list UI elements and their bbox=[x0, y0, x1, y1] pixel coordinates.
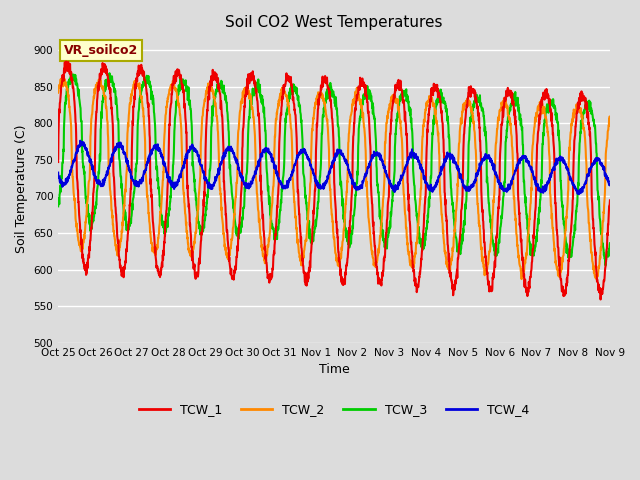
Title: Soil CO2 West Temperatures: Soil CO2 West Temperatures bbox=[225, 15, 443, 30]
TCW_3 bbox=[489, 238, 497, 243]
X-axis label: Time: Time bbox=[319, 363, 349, 376]
Text: VR_soilco2: VR_soilco2 bbox=[64, 44, 138, 57]
TCW_2 bbox=[323, 116, 331, 122]
TCW_4 bbox=[591, 161, 598, 167]
TCW_3 bbox=[602, 263, 609, 268]
Y-axis label: Soil Temperature (C): Soil Temperature (C) bbox=[15, 125, 28, 253]
TCW_2 bbox=[489, 212, 497, 217]
TCW_2 bbox=[83, 212, 90, 218]
TCW_1 bbox=[596, 297, 604, 302]
Line: TCW_4: TCW_4 bbox=[58, 141, 610, 194]
TCW_3 bbox=[54, 204, 62, 209]
TCW_2 bbox=[518, 276, 525, 282]
TCW_1 bbox=[489, 276, 497, 282]
TCW_1 bbox=[590, 228, 598, 234]
TCW_3 bbox=[83, 200, 90, 206]
TCW_2 bbox=[59, 75, 67, 81]
TCW_4 bbox=[606, 182, 614, 188]
TCW_4 bbox=[575, 191, 583, 197]
TCW_2 bbox=[308, 126, 316, 132]
TCW_3 bbox=[106, 71, 113, 76]
TCW_2 bbox=[606, 118, 614, 123]
TCW_2 bbox=[591, 271, 598, 276]
Legend: TCW_1, TCW_2, TCW_3, TCW_4: TCW_1, TCW_2, TCW_3, TCW_4 bbox=[134, 398, 534, 421]
TCW_1 bbox=[590, 235, 598, 240]
TCW_3 bbox=[606, 240, 614, 246]
TCW_4 bbox=[54, 170, 62, 176]
TCW_4 bbox=[83, 146, 90, 152]
TCW_1 bbox=[606, 197, 614, 203]
TCW_3 bbox=[323, 88, 331, 94]
TCW_4 bbox=[489, 161, 497, 167]
Line: TCW_2: TCW_2 bbox=[58, 78, 610, 279]
TCW_4 bbox=[308, 166, 316, 172]
TCW_3 bbox=[590, 119, 598, 125]
TCW_3 bbox=[308, 234, 316, 240]
TCW_1 bbox=[83, 264, 90, 270]
TCW_1 bbox=[54, 159, 62, 165]
TCW_1 bbox=[62, 59, 70, 64]
TCW_1 bbox=[308, 239, 316, 245]
TCW_3 bbox=[590, 123, 598, 129]
Line: TCW_1: TCW_1 bbox=[58, 61, 610, 300]
Line: TCW_3: TCW_3 bbox=[58, 73, 610, 265]
TCW_2 bbox=[54, 90, 62, 96]
TCW_4 bbox=[590, 158, 598, 164]
TCW_1 bbox=[323, 76, 331, 82]
TCW_4 bbox=[323, 179, 331, 184]
TCW_4 bbox=[76, 138, 84, 144]
TCW_2 bbox=[590, 268, 598, 274]
